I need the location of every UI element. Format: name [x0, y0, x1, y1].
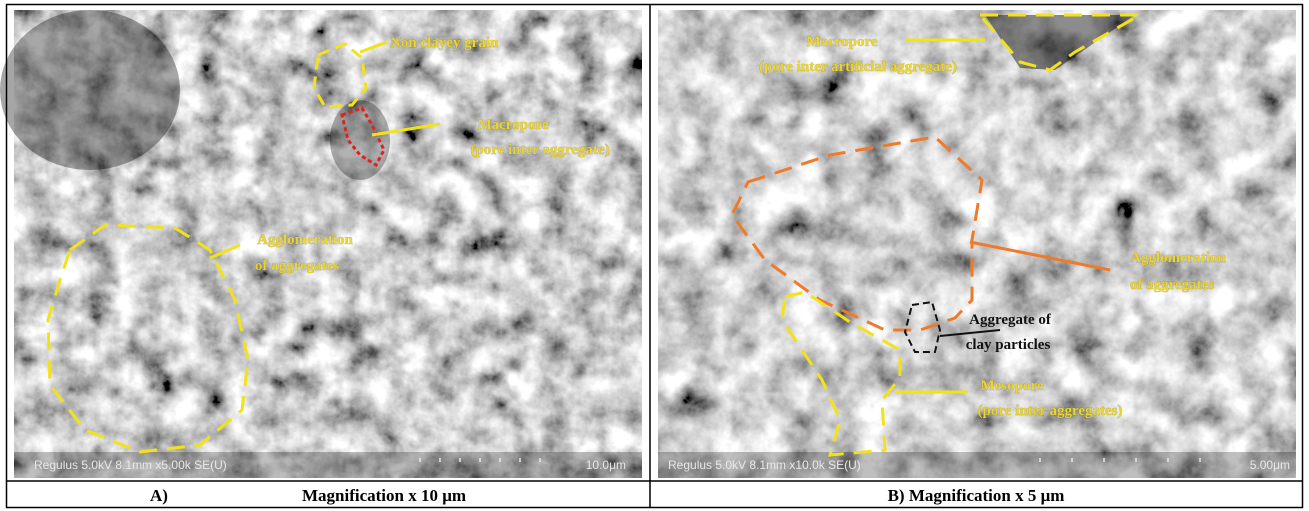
- caption: B) Magnification x 5 μm: [888, 486, 1065, 505]
- annotation-label: Macropore: [477, 117, 548, 133]
- annotation-label: (pore inter artificial aggregate): [759, 59, 957, 75]
- annotation-label: Aggregate of: [969, 312, 1052, 328]
- scale-bar: 5.00μm: [1250, 458, 1290, 472]
- annotation-label: of aggregates: [255, 258, 339, 274]
- caption-label: A): [150, 486, 168, 505]
- annotation-label: Mesopore: [980, 378, 1043, 394]
- info-bar: Regulus 5.0kV 8.1mm x10.0k SE(U): [668, 458, 861, 472]
- sem-image-b: Macropore (pore inter artificial aggrega…: [658, 10, 1296, 478]
- annotation-label: Agglomeration: [1130, 250, 1226, 266]
- annotation-label: of aggregates: [1130, 277, 1214, 293]
- annotation-label: Non clayey grain: [390, 35, 499, 51]
- annotation-label: Macropore: [806, 34, 877, 50]
- info-bar: Regulus 5.0kV 8.1mm x5.00k SE(U): [34, 458, 227, 472]
- annotation-label: Agglomeration: [257, 232, 353, 248]
- figure: Non clayey grain Macropore (pore inter a…: [0, 0, 1309, 511]
- sem-image-a: Non clayey grain Macropore (pore inter a…: [0, 10, 642, 478]
- caption: Magnification x 10 μm: [302, 486, 466, 505]
- annotation-label: clay particles: [966, 337, 1051, 353]
- annotation-label: (pore inter aggregates): [978, 403, 1123, 419]
- scale-bar: 10.0μm: [586, 458, 626, 472]
- annotation-label: (pore inter aggregate): [470, 142, 609, 158]
